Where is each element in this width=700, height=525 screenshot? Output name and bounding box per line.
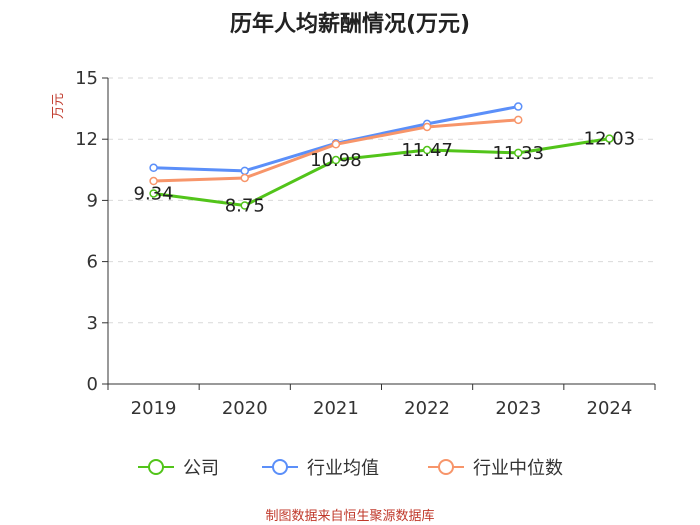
- data-label: 11.33: [492, 143, 544, 164]
- x-tick-label: 2023: [495, 398, 541, 419]
- y-tick-label: 15: [75, 68, 98, 89]
- data-point: [605, 134, 614, 143]
- data-point: [422, 122, 432, 132]
- data-point: [331, 155, 341, 165]
- legend-label: 公司: [183, 458, 219, 479]
- legend-marker: [272, 459, 288, 475]
- data-point: [240, 166, 249, 176]
- data-label: 8.75: [225, 196, 265, 217]
- data-point: [149, 163, 158, 173]
- chart-title: 历年人均薪酬情况(万元): [229, 12, 471, 37]
- data-point: [514, 102, 523, 111]
- data-label: 9.34: [134, 183, 174, 204]
- y-tick-label: 3: [87, 313, 98, 334]
- data-point: [331, 140, 341, 149]
- legend-marker: [148, 459, 164, 475]
- x-tick-label: 2019: [131, 398, 177, 419]
- data-point: [514, 148, 523, 158]
- series-line: [152, 137, 611, 207]
- data-label: 12.03: [584, 129, 636, 150]
- y-tick-label: 12: [75, 129, 98, 150]
- data-label: 10.98: [310, 150, 362, 171]
- source-note: 制图数据来自恒生聚源数据库: [265, 509, 435, 524]
- y-tick-label: 6: [87, 252, 98, 273]
- data-point: [149, 176, 158, 186]
- data-point: [514, 115, 523, 125]
- data-label: 11.47: [401, 140, 453, 161]
- legend: 公司 行业均值 行业中位数: [138, 458, 563, 479]
- y-axis-label: 万元: [51, 93, 66, 119]
- data-point: [422, 145, 432, 155]
- legend-label: 行业中位数: [473, 458, 563, 479]
- x-tick-label: 2022: [404, 398, 450, 419]
- series-layer: [149, 102, 614, 210]
- y-tick-label: 9: [87, 190, 98, 211]
- axis-layer: 0 3 6 9 12 15 2019 2020 2021 2022 2023 2024: [75, 68, 656, 419]
- data-point: [240, 201, 249, 210]
- y-tick-label: 0: [87, 374, 98, 395]
- legend-marker: [438, 459, 454, 475]
- x-tick-label: 2024: [587, 398, 633, 419]
- x-tick-label: 2021: [313, 398, 359, 419]
- data-label-layer: 9.34 8.75 10.98 11.47 11.33 12.03: [134, 129, 636, 217]
- legend-label: 行业均值: [307, 458, 379, 479]
- data-point: [240, 173, 249, 183]
- x-tick-label: 2020: [222, 398, 268, 419]
- data-point: [149, 189, 158, 198]
- grid-layer: [108, 77, 655, 324]
